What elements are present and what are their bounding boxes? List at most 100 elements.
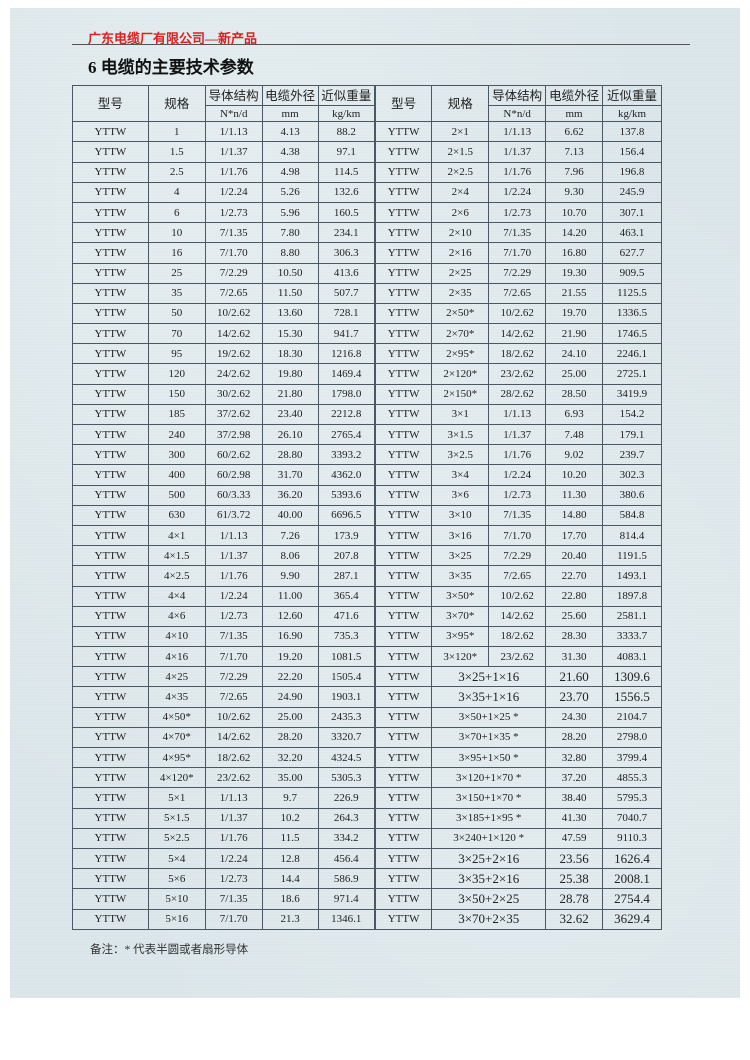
left-weight-cell: 971.4	[317, 888, 376, 910]
left-weight-cell: 3393.2	[317, 444, 376, 466]
right-spec-structure-cell: 3×50+2×25	[431, 888, 547, 910]
right-weight-cell: 7040.7	[602, 807, 662, 829]
right-model-cell: YTTW	[373, 201, 433, 224]
left-weight-cell: 507.7	[317, 282, 376, 304]
left-model-cell: YTTW	[72, 767, 149, 789]
table-row: YTTW 25 7/2.29 10.50 413.6 YTTW 2×25 7/2.29 19.3…	[72, 262, 662, 284]
right-structure-cell: 18/2.62	[488, 343, 547, 365]
left-spec-cell: 4×6	[147, 605, 206, 627]
right-structure-cell: 1/2.24	[488, 181, 547, 203]
right-diameter-cell: 37.20	[545, 767, 604, 789]
left-model-cell: YTTW	[72, 847, 149, 870]
table-row: YTTW 4×35 7/2.65 24.90 1903.1 YTTW 3×35+1×16 23…	[72, 686, 662, 708]
left-diameter-cell: 35.00	[261, 767, 319, 789]
left-model-cell: YTTW	[72, 726, 149, 749]
left-structure-cell: 7/1.70	[204, 646, 263, 668]
table-row: YTTW 4×4 1/2.24 11.00 365.4 YTTW 3×50* 10/2.62 2…	[72, 585, 662, 607]
left-structure-cell: 37/2.62	[204, 403, 263, 426]
left-model-cell: YTTW	[72, 161, 149, 183]
left-structure-cell: 1/1.13	[204, 121, 263, 143]
left-spec-cell: 120	[147, 363, 206, 385]
left-structure-cell: 1/2.24	[204, 847, 263, 870]
left-weight-cell: 4362.0	[317, 464, 376, 486]
left-weight-cell: 234.1	[317, 222, 376, 244]
left-weight-cell: 173.9	[317, 524, 376, 547]
right-model-cell: YTTW	[373, 282, 433, 304]
left-model-cell: YTTW	[72, 585, 149, 607]
left-weight-cell: 728.1	[317, 302, 376, 325]
right-diameter-cell: 6.93	[545, 403, 604, 426]
right-diameter-cell: 21.60	[545, 666, 604, 688]
left-model-cell: YTTW	[72, 787, 149, 809]
right-model-cell: YTTW	[373, 807, 433, 829]
right-model-cell: YTTW	[373, 746, 433, 769]
right-structure-cell: 1/2.73	[488, 484, 547, 506]
unit-diameter: mm	[261, 105, 319, 123]
left-structure-cell: 30/2.62	[204, 383, 263, 405]
left-model-cell: YTTW	[72, 383, 149, 405]
left-structure-cell: 19/2.62	[204, 343, 263, 365]
right-structure-cell: 7/1.70	[488, 524, 547, 547]
right-model-cell: YTTW	[373, 908, 433, 930]
right-spec-cell: 3×4	[431, 464, 490, 486]
right-structure-cell: 1/1.37	[488, 141, 547, 163]
right-spec-cell: 3×1	[431, 403, 490, 426]
left-structure-cell: 7/2.65	[204, 282, 263, 304]
left-weight-cell: 287.1	[317, 565, 376, 587]
header-diameter: 电缆外径	[545, 84, 604, 107]
right-spec-cell: 2×1.5	[431, 141, 490, 163]
right-weight-cell: 196.8	[602, 161, 662, 183]
right-spec-structure-cell: 3×95+1×50 *	[431, 746, 547, 769]
left-diameter-cell: 13.60	[261, 302, 319, 325]
left-model-cell: YTTW	[72, 444, 149, 466]
left-model-cell: YTTW	[72, 343, 149, 365]
left-structure-cell: 1/1.37	[204, 141, 263, 163]
right-model-cell: YTTW	[373, 484, 433, 506]
right-weight-cell: 463.1	[602, 222, 662, 244]
right-spec-cell: 3×1.5	[431, 423, 490, 446]
left-diameter-cell: 8.06	[261, 545, 319, 567]
left-weight-cell: 5393.6	[317, 484, 376, 506]
left-model-cell: YTTW	[72, 323, 149, 345]
right-weight-cell: 584.8	[602, 504, 662, 526]
table-row: YTTW 185 37/2.62 23.40 2212.8 YTTW 3×1 1/1.13 6.…	[72, 403, 662, 426]
right-weight-cell: 814.4	[602, 524, 662, 547]
right-spec-cell: 3×95*	[431, 625, 490, 648]
right-weight-cell: 154.2	[602, 403, 662, 426]
right-diameter-cell: 14.80	[545, 504, 604, 526]
table-row: YTTW 4×25 7/2.29 22.20 1505.4 YTTW 3×25+1×16 21…	[72, 666, 662, 688]
left-diameter-cell: 14.4	[261, 868, 319, 890]
right-structure-cell: 7/1.35	[488, 504, 547, 526]
table-row: YTTW 95 19/2.62 18.30 1216.8 YTTW 2×95* 18/2.62…	[72, 343, 662, 365]
left-model-cell: YTTW	[72, 141, 149, 163]
left-structure-cell: 7/1.35	[204, 222, 263, 244]
left-weight-cell: 2765.4	[317, 423, 376, 446]
left-diameter-cell: 10.2	[261, 807, 319, 829]
right-diameter-cell: 24.30	[545, 706, 604, 728]
right-spec-cell: 2×10	[431, 222, 490, 244]
right-model-cell: YTTW	[373, 323, 433, 345]
left-structure-cell: 1/1.37	[204, 807, 263, 829]
header-structure: 导体结构	[488, 84, 547, 107]
right-model-cell: YTTW	[373, 767, 433, 789]
left-spec-cell: 4×1.5	[147, 545, 206, 567]
left-weight-cell: 471.6	[317, 605, 376, 627]
right-spec-structure-cell: 3×50+1×25 *	[431, 706, 547, 728]
right-weight-cell: 239.7	[602, 444, 662, 466]
left-spec-cell: 400	[147, 464, 206, 486]
table-row: YTTW 500 60/3.33 36.20 5393.6 YTTW 3×6 1/2.73 11…	[72, 484, 662, 506]
left-weight-cell: 1903.1	[317, 686, 376, 708]
left-spec-cell: 300	[147, 444, 206, 466]
left-diameter-cell: 8.80	[261, 242, 319, 264]
right-diameter-cell: 28.78	[545, 888, 604, 910]
right-spec-cell: 2×35	[431, 282, 490, 304]
left-spec-cell: 70	[147, 323, 206, 345]
right-model-cell: YTTW	[373, 363, 433, 385]
right-spec-cell: 2×120*	[431, 363, 490, 385]
right-structure-cell: 7/1.70	[488, 242, 547, 264]
left-diameter-cell: 26.10	[261, 423, 319, 446]
table-row: YTTW 630 61/3.72 40.00 6696.5 YTTW 3×10 7/1.35 1…	[72, 504, 662, 526]
right-weight-cell: 1556.5	[602, 686, 662, 708]
left-diameter-cell: 5.26	[261, 181, 319, 203]
left-structure-cell: 14/2.62	[204, 323, 263, 345]
